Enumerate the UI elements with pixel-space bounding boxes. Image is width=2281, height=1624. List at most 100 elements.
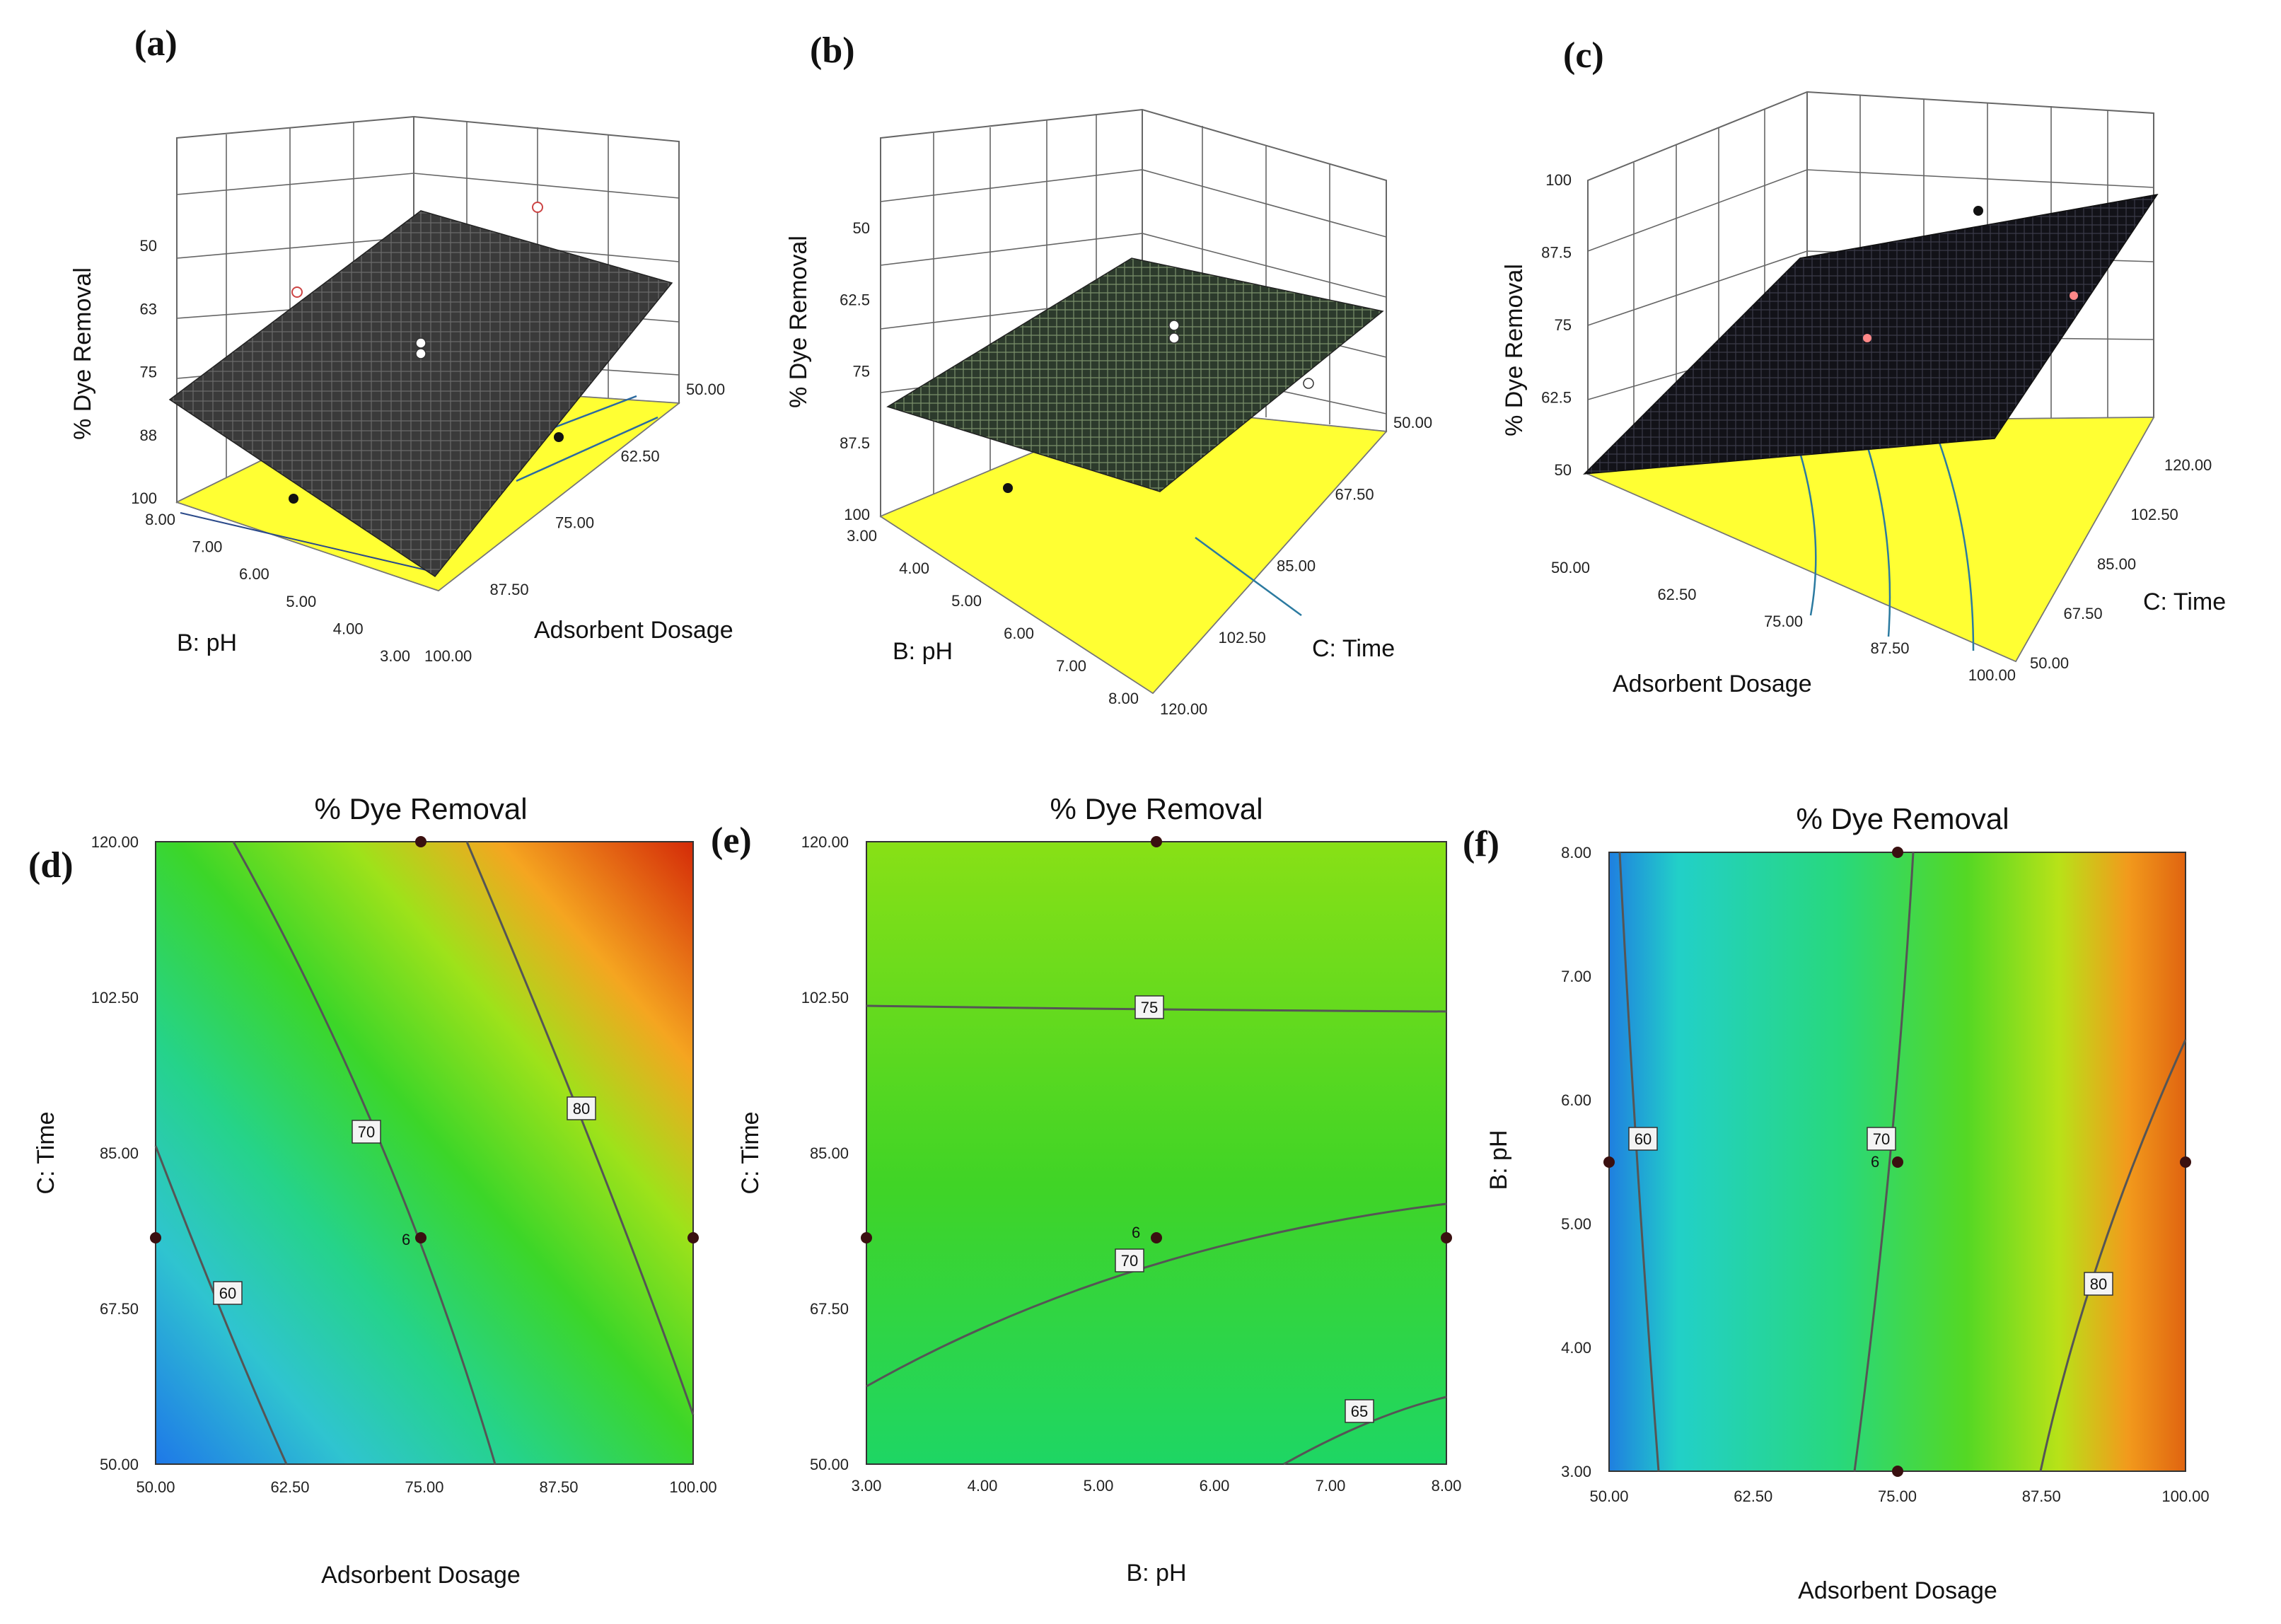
tick-label: 100.00 — [1968, 666, 2016, 684]
tick-label: 100 — [131, 489, 157, 507]
panel-e-x-label: B: pH — [1126, 1560, 1186, 1587]
tick-label: 4.00 — [968, 1477, 998, 1495]
tick-label: 87.5 — [840, 434, 870, 452]
tick-label: 75 — [140, 364, 157, 381]
panel-a-z-ticks: 50 63 75 88 100 — [131, 237, 157, 507]
tick-label: 87.5 — [1541, 244, 1572, 262]
tick-label: 5.00 — [951, 592, 982, 610]
tick-label: 50 — [1555, 461, 1572, 479]
design-point — [415, 1232, 426, 1243]
design-point — [1973, 206, 1983, 216]
tick-label: 120.00 — [801, 833, 849, 851]
design-point — [861, 1232, 872, 1243]
panel-b-y-ticks: 120.00 102.50 85.00 67.50 50.00 — [1160, 414, 1432, 718]
design-point — [1003, 483, 1013, 493]
panel-a: (a) 50 63 75 88 100 8.00 7.00 6.00 5.00 4.00 3.00… — [69, 23, 733, 665]
tick-label: 100.00 — [424, 647, 472, 665]
tick-label: 75 — [1555, 316, 1572, 334]
panel-f-x-label: Adsorbent Dosage — [1798, 1577, 1997, 1604]
tick-label: 100.00 — [669, 1478, 716, 1496]
tick-label: 6.00 — [1004, 625, 1034, 642]
panel-label-d: (d) — [28, 845, 74, 886]
panel-a-surface — [168, 210, 673, 578]
tick-label: 85.00 — [2097, 555, 2136, 573]
panel-a-z-label: % Dye Removal — [69, 267, 96, 440]
tick-label: 4.00 — [1561, 1339, 1591, 1357]
tick-label: 3.00 — [1561, 1463, 1591, 1480]
panel-c-surface — [1583, 193, 2159, 475]
design-point — [1892, 847, 1903, 858]
design-point — [1863, 334, 1871, 342]
panel-d-x-label: Adsorbent Dosage — [321, 1562, 521, 1589]
contour-line-60 — [154, 1145, 288, 1465]
panel-a-x-ticks: 8.00 7.00 6.00 5.00 4.00 3.00 — [145, 511, 410, 665]
tick-label: 5.00 — [286, 593, 316, 610]
tick-label: 50.00 — [810, 1456, 849, 1473]
tick-label: 63 — [140, 300, 157, 318]
tick-label: 62.5 — [1541, 389, 1572, 407]
tick-label: 62.50 — [270, 1478, 309, 1496]
tick-label: 50.00 — [100, 1456, 139, 1473]
tick-label: 7.00 — [1056, 657, 1086, 675]
contour-line-80 — [465, 841, 695, 1415]
panel-a-x-label: B: pH — [177, 630, 237, 656]
tick-label: 120.00 — [2164, 456, 2212, 474]
design-point — [532, 202, 543, 213]
tick-label: 75.00 — [1878, 1487, 1917, 1505]
design-point — [150, 1232, 161, 1243]
tick-label: 67.50 — [810, 1300, 849, 1318]
panel-label-f: (f) — [1463, 824, 1499, 864]
panel-d-title: % Dye Removal — [314, 792, 527, 825]
contour-label: 80 — [2090, 1275, 2107, 1293]
tick-label: 62.50 — [621, 447, 660, 465]
contour-label: 70 — [1873, 1130, 1890, 1148]
tick-label: 6.00 — [1561, 1091, 1591, 1109]
tick-label: 100.00 — [2161, 1487, 2209, 1505]
design-point — [1168, 320, 1180, 331]
panel-c-y-ticks: 50.00 67.50 85.00 102.50 120.00 — [2030, 456, 2212, 672]
tick-label: 7.00 — [192, 538, 223, 556]
tick-label: 50.00 — [686, 381, 725, 398]
design-point — [1151, 1232, 1162, 1243]
tick-label: 7.00 — [1561, 968, 1591, 985]
tick-label: 50 — [140, 237, 157, 255]
tick-label: 87.50 — [1870, 639, 1909, 657]
tick-label: 8.00 — [145, 511, 175, 528]
panel-e-title: % Dye Removal — [1050, 792, 1263, 825]
design-point — [1168, 332, 1180, 344]
tick-label: 62.5 — [840, 291, 870, 308]
panel-label-b: (b) — [810, 30, 855, 71]
tick-label: 5.00 — [1084, 1477, 1114, 1495]
tick-label: 102.50 — [91, 989, 139, 1007]
panel-e-x-ticks: 3.00 4.00 5.00 6.00 7.00 8.00 — [852, 1477, 1462, 1495]
tick-label: 88 — [140, 427, 157, 444]
contour-label: 70 — [358, 1123, 375, 1141]
tick-label: 87.50 — [2022, 1487, 2061, 1505]
contour-label: 60 — [1635, 1130, 1652, 1148]
tick-label: 100 — [844, 506, 870, 523]
tick-label: 75 — [853, 363, 870, 381]
tick-label: 8.00 — [1561, 844, 1591, 862]
tick-label: 5.00 — [1561, 1215, 1591, 1233]
design-point — [1441, 1232, 1452, 1243]
tick-label: 75.00 — [1764, 613, 1803, 630]
tick-label: 62.50 — [1657, 586, 1696, 603]
tick-label: 102.50 — [1219, 629, 1266, 646]
tick-label: 50.00 — [2030, 654, 2069, 672]
contour-label: 75 — [1141, 999, 1158, 1016]
tick-label: 75.00 — [555, 514, 594, 532]
panel-e-y-ticks: 50.00 67.50 85.00 102.50 120.00 — [801, 833, 849, 1473]
tick-label: 6.00 — [239, 565, 269, 583]
panel-e: % Dye Removal (e) 75 70 65 6 3.00 4.00 5.0… — [711, 792, 1461, 1587]
panel-d-y-label: C: Time — [33, 1111, 59, 1194]
tick-label: 4.00 — [899, 559, 929, 577]
tick-label: 50.00 — [136, 1478, 175, 1496]
design-point — [415, 836, 426, 847]
design-point — [289, 494, 298, 504]
design-point — [1303, 378, 1314, 389]
tick-label: 3.00 — [852, 1477, 882, 1495]
design-point — [2070, 291, 2078, 300]
contour-label: 80 — [573, 1100, 590, 1118]
design-point — [415, 348, 426, 359]
